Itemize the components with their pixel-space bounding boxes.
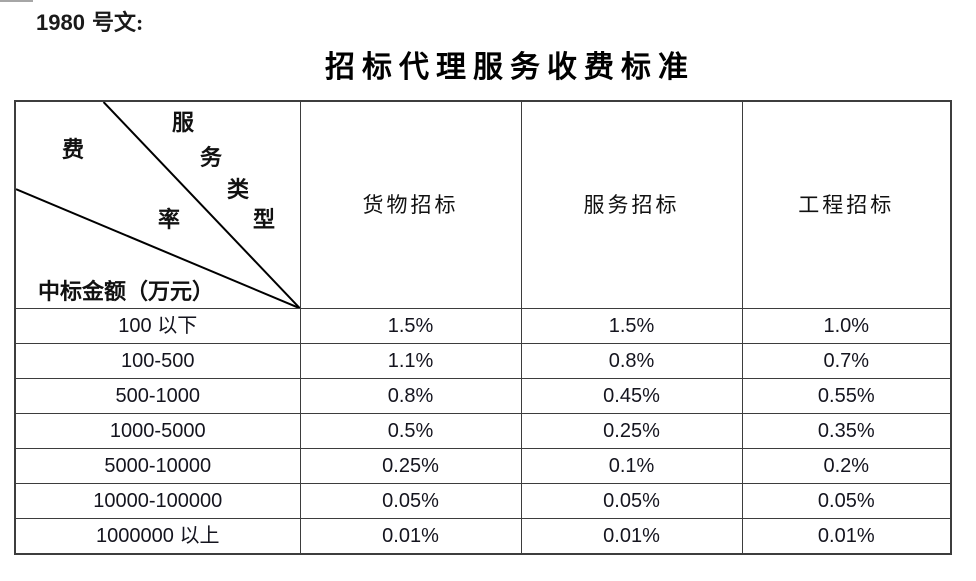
page-title: 招标代理服务收费标准 (325, 51, 695, 84)
amount-range-cell: 5000-10000 (14, 448, 301, 484)
table-row: 100-500 1.1% 0.8% 0.7% (14, 343, 952, 379)
fee-table: 服 务 类 型 费 率 中标金额（万元） 货物招标 服务招标 工程招标 100 … (14, 100, 952, 555)
services-rate-cell: 0.25% (520, 413, 743, 449)
goods-rate-cell: 1.1% (299, 343, 522, 379)
corner-label-service-type-char: 类 (226, 177, 250, 202)
table-row: 10000-100000 0.05% 0.05% 0.05% (14, 483, 952, 519)
works-rate-cell: 0.2% (741, 448, 952, 484)
corner-label-rate-char: 率 (157, 207, 181, 232)
works-rate-cell: 0.05% (741, 483, 952, 519)
works-rate-cell: 0.55% (741, 378, 952, 414)
column-header-works: 工程招标 (741, 100, 952, 309)
table-row: 500-1000 0.8% 0.45% 0.55% (14, 378, 952, 414)
amount-range-cell: 100-500 (14, 343, 301, 379)
services-rate-cell: 0.1% (520, 448, 743, 484)
services-rate-cell: 0.8% (520, 343, 743, 379)
works-rate-cell: 0.01% (741, 518, 952, 555)
top-left-line (0, 0, 33, 2)
works-rate-cell: 0.7% (741, 343, 952, 379)
header-row: 服 务 类 型 费 率 中标金额（万元） 货物招标 服务招标 工程招标 (14, 100, 952, 309)
services-rate-cell: 0.01% (520, 518, 743, 555)
amount-range-cell: 100 以下 (14, 308, 301, 344)
amount-range-cell: 1000000 以上 (14, 518, 301, 555)
diagonal-split-lines (16, 102, 300, 308)
amount-range-cell: 10000-100000 (14, 483, 301, 519)
works-rate-cell: 0.35% (741, 413, 952, 449)
corner-label-rate-char: 费 (61, 137, 85, 162)
column-header-services: 服务招标 (520, 100, 743, 309)
goods-rate-cell: 0.01% (299, 518, 522, 555)
goods-rate-cell: 0.5% (299, 413, 522, 449)
corner-label-service-type-char: 务 (199, 145, 223, 170)
corner-label-service-type-char: 服 (171, 110, 195, 135)
table-row: 100 以下 1.5% 1.5% 1.0% (14, 308, 952, 344)
services-rate-cell: 1.5% (520, 308, 743, 344)
corner-header-cell: 服 务 类 型 费 率 中标金额（万元） (14, 100, 301, 309)
works-rate-cell: 1.0% (741, 308, 952, 344)
amount-range-cell: 500-1000 (14, 378, 301, 414)
goods-rate-cell: 0.8% (299, 378, 522, 414)
table-row: 5000-10000 0.25% 0.1% 0.2% (14, 448, 952, 484)
table-row: 1000000 以上 0.01% 0.01% 0.01% (14, 518, 952, 555)
doc-ref-number: 1980 (36, 10, 85, 35)
goods-rate-cell: 0.05% (299, 483, 522, 519)
goods-rate-cell: 1.5% (299, 308, 522, 344)
table-row: 1000-5000 0.5% 0.25% 0.35% (14, 413, 952, 449)
corner-label-service-type-char: 型 (252, 207, 276, 232)
diagonal-line-upper (104, 102, 300, 308)
corner-label-amount: 中标金额（万元） (38, 279, 215, 304)
doc-ref-suffix: 号文: (91, 10, 144, 35)
services-rate-cell: 0.05% (520, 483, 743, 519)
goods-rate-cell: 0.25% (299, 448, 522, 484)
amount-range-cell: 1000-5000 (14, 413, 301, 449)
doc-ref: 1980 号文: (36, 5, 143, 37)
column-header-goods: 货物招标 (299, 100, 522, 309)
services-rate-cell: 0.45% (520, 378, 743, 414)
diagonal-line-lower (16, 189, 300, 308)
